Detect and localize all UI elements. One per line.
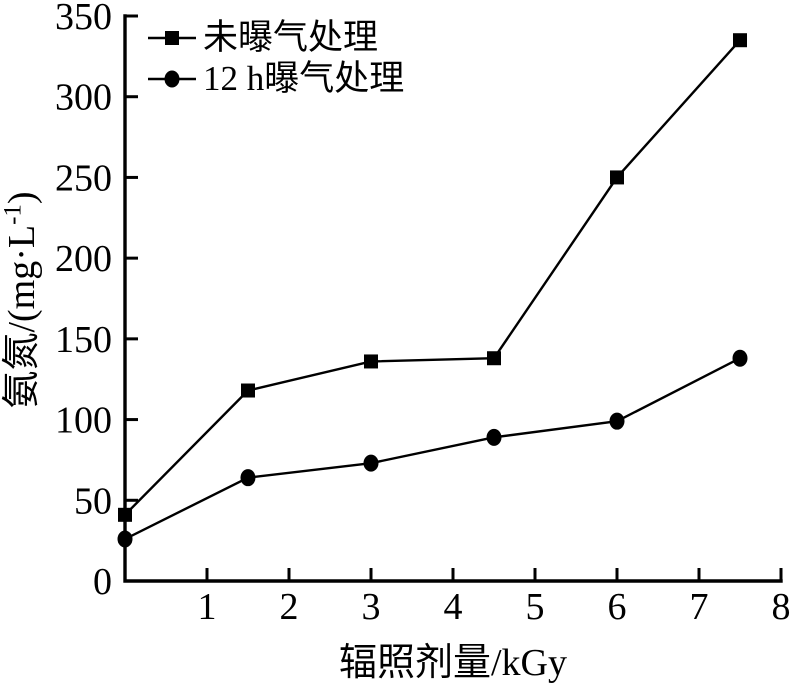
axis-line (123, 14, 783, 583)
legend-item-aerated-12h: 12 h曝气处理 (147, 58, 404, 99)
x-tick-label: 2 (280, 586, 299, 628)
legend-marker (164, 70, 180, 87)
legend-label: 12 h曝气处理 (203, 59, 405, 98)
x-tick-label: 7 (690, 586, 709, 628)
x-tick-label: 8 (772, 586, 791, 628)
circle-marker-icon (148, 70, 196, 87)
y-tick-label: 300 (55, 77, 112, 119)
x-tick-label: 1 (198, 586, 217, 628)
y-axis-title-text: 氨氮/(mg·L (1, 224, 43, 409)
series-0-marker (733, 33, 747, 48)
x-tick-label: 5 (526, 586, 545, 628)
series-1-marker (363, 454, 379, 472)
series-0-marker (610, 170, 624, 185)
series-1-marker (240, 469, 256, 487)
series-1-marker (117, 530, 133, 548)
x-axis-title: 辐照剂量/kGy (338, 642, 567, 684)
y-tick-label: 100 (55, 400, 112, 442)
series-1-marker (486, 428, 502, 446)
series-0-marker (241, 383, 255, 398)
legend-label: 未曝气处理 (203, 18, 379, 57)
legend: 未曝气处理 12 h曝气处理 (147, 17, 404, 99)
x-tick-label: 3 (362, 586, 381, 628)
square-marker-icon (148, 30, 196, 45)
y-axis-title-superscript: -1 (0, 204, 27, 225)
series-0-line (124, 39, 741, 516)
y-axis-title-suffix: ) (1, 191, 43, 205)
series-1-marker (732, 349, 748, 367)
legend-item-unaerated: 未曝气处理 (147, 17, 404, 58)
y-tick-label: 150 (55, 319, 112, 361)
y-tick-label: 350 (55, 0, 112, 38)
y-tick-label: 0 (93, 561, 112, 603)
series-0-marker (364, 354, 378, 369)
series-0-marker (118, 507, 132, 522)
legend-marker (165, 30, 179, 45)
y-axis-title: 氨氮/(mg·L-1) (0, 0, 45, 600)
y-tick-label: 200 (55, 238, 112, 280)
x-tick-label: 4 (444, 586, 463, 628)
y-tick-label: 250 (55, 157, 112, 199)
x-tick-label: 6 (608, 586, 627, 628)
series-1-line (124, 357, 741, 541)
series-1-marker (609, 412, 625, 430)
series-0-marker (487, 351, 501, 366)
y-tick-label: 50 (74, 480, 112, 522)
